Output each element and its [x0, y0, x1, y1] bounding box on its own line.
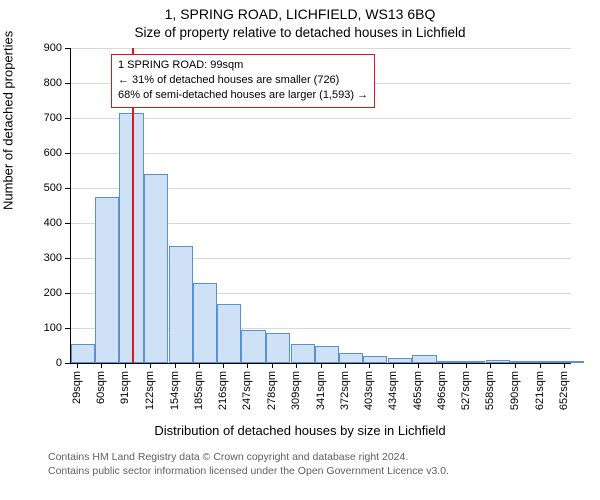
- x-tick-label: 309sqm: [290, 371, 302, 410]
- x-tickmark: [345, 363, 346, 368]
- x-tick-label: 465sqm: [412, 371, 424, 410]
- caption-line2: Contains public sector information licen…: [48, 465, 449, 479]
- x-tick-label: 154sqm: [169, 371, 181, 410]
- y-tick-label: 900: [0, 42, 68, 54]
- x-tick-label: 185sqm: [193, 371, 205, 410]
- x-axis-label: Distribution of detached houses by size …: [0, 423, 600, 438]
- caption-line1: Contains HM Land Registry data © Crown c…: [48, 451, 449, 465]
- x-tick-label: 621sqm: [534, 371, 546, 410]
- x-tickmark: [540, 363, 541, 368]
- x-tickmark: [418, 363, 419, 368]
- chart-caption: Contains HM Land Registry data © Crown c…: [48, 451, 449, 478]
- gridline: [71, 153, 571, 154]
- y-tick-label: 500: [0, 182, 68, 194]
- x-tick-label: 652sqm: [558, 371, 570, 410]
- x-tick-label: 122sqm: [144, 371, 156, 410]
- annotation-line1: 1 SPRING ROAD: 99sqm: [118, 58, 368, 73]
- histogram-bar: [217, 304, 241, 364]
- x-tick-label: 29sqm: [71, 371, 83, 404]
- x-tick-label: 434sqm: [387, 371, 399, 410]
- histogram-bar: [71, 344, 95, 363]
- x-tickmark: [442, 363, 443, 368]
- y-tick-label: 400: [0, 217, 68, 229]
- annotation-box: 1 SPRING ROAD: 99sqm← 31% of detached ho…: [111, 54, 375, 108]
- chart-plot-area: 1 SPRING ROAD: 99sqm← 31% of detached ho…: [70, 48, 571, 364]
- x-tickmark: [175, 363, 176, 368]
- y-tick-label: 600: [0, 147, 68, 159]
- x-tickmark: [564, 363, 565, 368]
- x-tickmark: [77, 363, 78, 368]
- x-tickmark: [296, 363, 297, 368]
- x-tickmark: [321, 363, 322, 368]
- y-tick-label: 300: [0, 252, 68, 264]
- histogram-bar: [510, 361, 534, 363]
- chart-subtitle: Size of property relative to detached ho…: [0, 25, 600, 40]
- x-tick-label: 590sqm: [509, 371, 521, 410]
- histogram-bar: [169, 246, 193, 363]
- histogram-bar: [363, 356, 387, 363]
- gridline: [71, 118, 571, 119]
- x-tick-label: 91sqm: [119, 371, 131, 404]
- histogram-bar: [534, 361, 558, 363]
- y-tick-label: 100: [0, 322, 68, 334]
- histogram-bar: [315, 346, 339, 364]
- histogram-bar: [388, 358, 412, 363]
- x-tick-label: 372sqm: [339, 371, 351, 410]
- x-tick-label: 278sqm: [266, 371, 278, 410]
- annotation-line2: ← 31% of detached houses are smaller (72…: [118, 73, 368, 88]
- x-tickmark: [247, 363, 248, 368]
- histogram-bar: [266, 333, 290, 363]
- x-tick-label: 60sqm: [95, 371, 107, 404]
- annotation-line3: 68% of semi-detached houses are larger (…: [118, 88, 368, 103]
- x-tickmark: [199, 363, 200, 368]
- x-tick-label: 341sqm: [315, 371, 327, 410]
- x-tick-label: 216sqm: [217, 371, 229, 410]
- x-tickmark: [466, 363, 467, 368]
- histogram-bar: [95, 197, 119, 363]
- y-tick-label: 700: [0, 112, 68, 124]
- x-tickmark: [272, 363, 273, 368]
- histogram-bar: [461, 361, 485, 363]
- histogram-bar: [339, 353, 363, 364]
- x-tickmark: [490, 363, 491, 368]
- histogram-bar: [412, 355, 436, 363]
- x-tickmark: [223, 363, 224, 368]
- x-tickmark: [125, 363, 126, 368]
- x-tick-label: 527sqm: [460, 371, 472, 410]
- histogram-bar: [241, 330, 265, 363]
- x-tick-label: 558sqm: [484, 371, 496, 410]
- x-tickmark: [393, 363, 394, 368]
- x-tick-label: 247sqm: [241, 371, 253, 410]
- histogram-bar: [193, 283, 217, 364]
- y-tick-label: 200: [0, 287, 68, 299]
- histogram-bar: [144, 174, 168, 363]
- x-tickmark: [150, 363, 151, 368]
- x-tickmark: [515, 363, 516, 368]
- x-tickmark: [101, 363, 102, 368]
- histogram-bar: [437, 361, 461, 363]
- x-tickmark: [369, 363, 370, 368]
- page-title: 1, SPRING ROAD, LICHFIELD, WS13 6BQ: [0, 6, 600, 22]
- y-tick-label: 0: [0, 357, 68, 369]
- histogram-bar: [291, 344, 315, 363]
- y-tick-label: 800: [0, 77, 68, 89]
- x-tick-label: 496sqm: [436, 371, 448, 410]
- x-tick-label: 403sqm: [363, 371, 375, 410]
- gridline: [71, 48, 571, 49]
